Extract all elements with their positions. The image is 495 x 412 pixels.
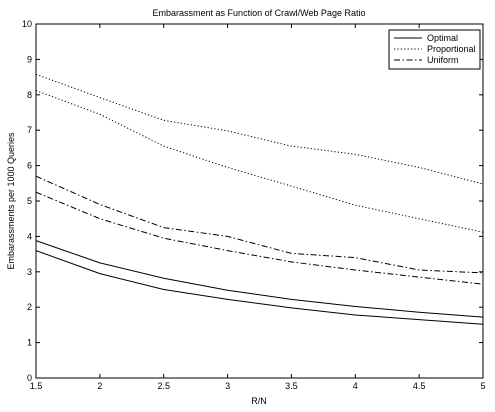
y-tick-label: 5 [27,196,32,206]
x-tick-label: 4 [353,381,358,391]
y-tick-label: 9 [27,54,32,64]
x-tick-label: 3.5 [285,381,298,391]
y-tick-label: 1 [27,338,32,348]
legend-box [388,29,481,70]
x-tick-label: 2.5 [157,381,170,391]
series-line-proportional [35,73,484,185]
x-axis-label: R/N [251,396,267,406]
y-axis-label: Embarassments per 1000 Queries [6,132,16,270]
y-tick-label: 8 [27,90,32,100]
x-tick-label: 3 [225,381,230,391]
legend-label-optimal: Optimal [427,33,458,43]
y-tick-label: 7 [27,125,32,135]
y-tick-label: 2 [27,302,32,312]
y-tick-label: 3 [27,267,32,277]
legend-label-proportional: Proportional [427,44,476,54]
series-line-optimal [35,250,484,325]
series-group [35,73,484,325]
series-line-uniform [35,191,484,285]
series-line-proportional [35,90,484,233]
x-tick-label: 4.5 [413,381,426,391]
x-tick-label: 2 [97,381,102,391]
plot-frame [35,23,484,379]
x-tick-label: 1.5 [30,381,43,391]
y-tick-label: 0 [27,373,32,383]
y-tick-label: 10 [22,19,32,29]
series-line-optimal [35,240,484,318]
y-tick-label: 6 [27,161,32,171]
plot-area: 1.5 2 2.5 3 3.5 4 4.5 5 0 1 2 3 4 5 6 7 8 9 10 [22,19,486,391]
y-tick-label: 4 [27,231,32,241]
series-line-uniform [35,175,484,274]
legend-label-uniform: Uniform [427,55,459,65]
x-tick-label: 5 [480,381,485,391]
chart-title: Embarassment as Function of Crawl/Web Pa… [153,8,366,18]
